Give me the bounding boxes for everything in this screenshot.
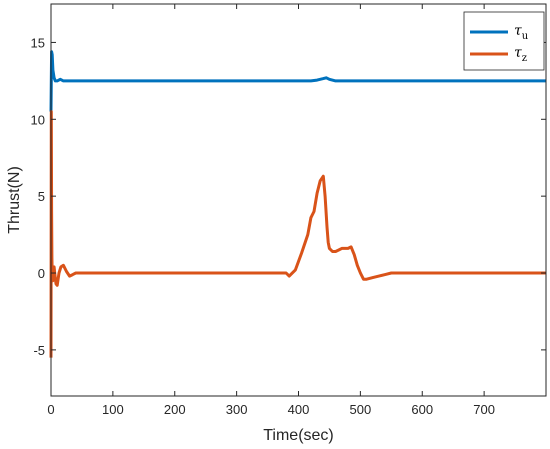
series-line-tau-u [49,50,546,112]
x-tick-label: 100 [102,402,124,417]
legend-label-tau-u: τu [514,23,529,42]
plot-background [51,4,546,396]
y-tick-label: 15 [31,35,45,50]
x-tick-label: 400 [288,402,310,417]
x-tick-label: 0 [47,402,54,417]
legend-label-tau-z: τz [514,45,527,64]
legend-label-tau-u-sub: u [522,31,529,42]
y-axis-ticks: -5 0 5 10 15 [31,35,546,358]
legend-label-tau-z-sub: z [522,53,527,64]
legend-box [463,11,545,71]
x-axis-ticks: 0 100 200 300 400 500 600 700 [47,4,495,417]
x-tick-label: 300 [226,402,248,417]
x-axis-label: Time(sec) [263,427,334,444]
plot-area [51,4,546,396]
legend-label-tau-z-base: τ [514,45,522,61]
x-tick-label: 600 [411,402,433,417]
y-tick-label: 0 [38,266,45,281]
legend-label-tau-u-base: τ [514,23,522,39]
series-line-tau-z [49,110,546,358]
x-tick-label: 500 [350,402,372,417]
legend: τu τz [463,11,545,71]
y-tick-label: 5 [38,189,45,204]
y-tick-label: -5 [33,343,45,358]
series-layer [49,50,546,358]
y-axis-label: Thrust(N) [6,166,23,234]
x-tick-label: 700 [473,402,495,417]
x-tick-label: 200 [164,402,186,417]
y-tick-label: 10 [31,112,45,127]
